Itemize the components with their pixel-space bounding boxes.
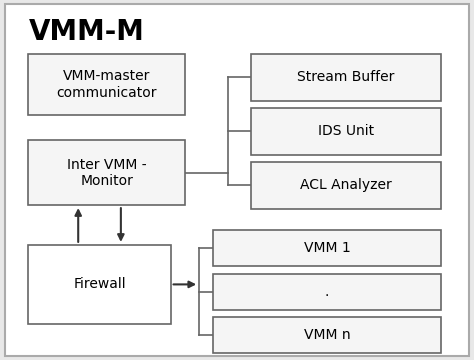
Bar (213, 274, 441, 310)
Text: VMM-M: VMM-M (28, 18, 144, 46)
Bar (28, 140, 185, 205)
Text: VMM 1: VMM 1 (304, 242, 350, 255)
Text: Inter VMM -
Monitor: Inter VMM - Monitor (67, 158, 146, 188)
Bar (251, 162, 441, 209)
Bar (251, 54, 441, 101)
Text: ACL Analyzer: ACL Analyzer (300, 179, 392, 192)
Text: IDS Unit: IDS Unit (318, 125, 374, 138)
Bar (213, 317, 441, 353)
Bar (28, 245, 171, 324)
Text: VMM n: VMM n (304, 328, 350, 342)
Text: Firewall: Firewall (73, 278, 126, 291)
Bar (28, 54, 185, 115)
Bar (213, 230, 441, 266)
Bar (251, 108, 441, 155)
Text: VMM-master
communicator: VMM-master communicator (56, 69, 157, 100)
Text: Stream Buffer: Stream Buffer (297, 71, 395, 84)
Text: .: . (325, 285, 329, 298)
